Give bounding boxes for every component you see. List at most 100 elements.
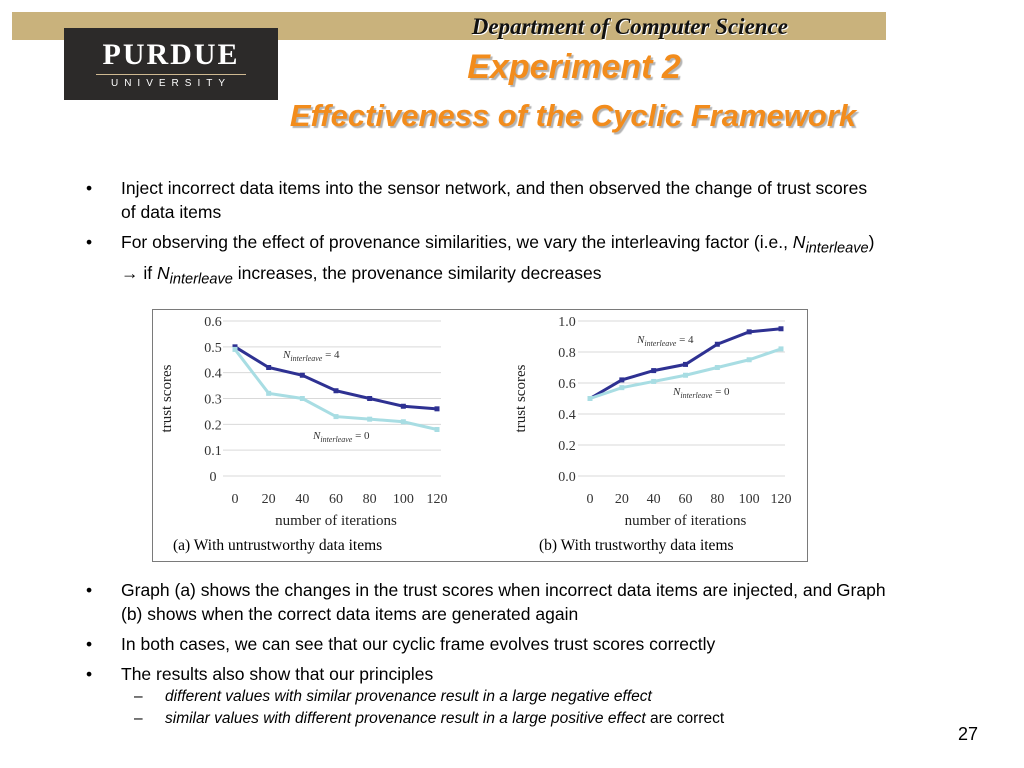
data-point (714, 341, 720, 347)
bullet-dot: • (86, 232, 93, 252)
data-point (400, 419, 406, 425)
chart-a: 0 0.1 0.2 0.3 0.4 0.5 0.6 0 20 40 60 80 100 120 number… (159, 315, 448, 529)
results-figure: 0 0.1 0.2 0.3 0.4 0.5 0.6 0 20 40 60 80 100 120 number… (152, 309, 808, 562)
department-title: Department of Computer Science (471, 14, 788, 39)
y-tick-label: 0.6 (558, 377, 576, 392)
data-point (299, 396, 305, 401)
x-tick-label: 20 (615, 492, 629, 507)
n-symbol: N (792, 232, 806, 252)
x-tick-label: 60 (679, 492, 693, 507)
data-point (683, 372, 688, 378)
series-label: Ninterleave = 0 (312, 430, 370, 444)
slide-title: Experiment 2 (467, 48, 681, 86)
x-tick-label: 40 (295, 492, 309, 507)
bullet-item: • For observing the effect of provenance… (86, 232, 875, 287)
data-point (746, 357, 752, 363)
y-axis-label: trust scores (159, 364, 175, 432)
x-tick-label: 100 (393, 492, 414, 507)
data-point (266, 365, 272, 370)
x-tick-label: 100 (739, 492, 760, 507)
sub-bullet-italic: similar values with different provenance… (165, 710, 646, 727)
x-axis-label: number of iterations (275, 513, 397, 529)
data-point (778, 346, 784, 352)
x-tick-label: 0 (587, 492, 594, 507)
data-point (333, 414, 339, 420)
sub-bullet-tail: are correct (645, 710, 725, 727)
y-tick-label: 0.5 (204, 341, 222, 356)
logo-subtitle: UNIVERSITY (110, 78, 231, 89)
line-charts: 0 0.1 0.2 0.3 0.4 0.5 0.6 0 20 40 60 80 100 120 number… (159, 315, 792, 529)
bullet-item: • Inject incorrect data items into the s… (86, 176, 876, 224)
chart-b: 0.0 0.2 0.4 0.6 0.8 1.0 0 20 40 60 80 100 120 number … (513, 315, 792, 529)
data-point (434, 427, 440, 432)
slide-subtitle: Effectiveness of the Cyclic Framework (289, 98, 857, 133)
x-tick-label: 40 (647, 492, 661, 507)
bullet-text: Graph (a) shows the changes in the trust… (121, 580, 886, 624)
n-symbol: N (156, 262, 170, 283)
series-label: Ninterleave = 4 (282, 349, 340, 363)
data-point (778, 326, 784, 332)
y-tick-label: 0.4 (204, 367, 222, 382)
data-point (587, 396, 593, 401)
x-tick-label: 120 (427, 492, 448, 507)
chart-a-caption: (a) With untrustworthy data items (173, 537, 383, 554)
bullet-item: • In both cases, we can see that our cyc… (86, 632, 906, 656)
data-point (232, 344, 238, 350)
y-tick-label: 0.2 (558, 439, 576, 454)
logo-name: PURDUE (102, 38, 240, 71)
y-tick-label: 0.6 (204, 315, 222, 330)
data-point (619, 385, 625, 391)
page-number: 27 (958, 724, 979, 744)
bullet-item: • Graph (a) shows the changes in the tru… (86, 578, 906, 626)
x-axis-label: number of iterations (625, 513, 747, 529)
y-tick-label: 0 (210, 470, 217, 485)
sub-bullet-item: – similar values with different provenan… (86, 708, 906, 730)
top-bullet-list: • Inject incorrect data items into the s… (86, 176, 876, 297)
series-label: Ninterleave = 0 (672, 386, 730, 400)
x-tick-label: 120 (771, 492, 792, 507)
bullet-text: For observing the effect of provenance s… (121, 232, 793, 252)
bullet-text: In both cases, we can see that our cycli… (121, 634, 716, 654)
sub-bullet-dash: – (134, 710, 143, 727)
data-point (266, 390, 272, 396)
purdue-logo: PURDUE UNIVERSITY (64, 28, 278, 100)
data-point (367, 416, 373, 422)
chart-b-caption: (b) With trustworthy data items (539, 537, 734, 554)
data-point (619, 377, 625, 383)
y-axis-label: trust scores (513, 364, 529, 432)
data-point (400, 403, 406, 409)
y-tick-label: 0.1 (204, 444, 222, 459)
series-label: Ninterleave = 4 (636, 334, 694, 348)
arrow-glyph: → (121, 262, 139, 283)
data-point (333, 388, 339, 394)
y-tick-label: 0.2 (204, 418, 222, 433)
logo-divider (96, 74, 246, 75)
y-tick-label: 0.4 (558, 408, 576, 423)
sub-bullet-italic: different values with similar provenance… (165, 688, 652, 705)
data-point (367, 396, 373, 401)
n-subscript: interleave (805, 240, 869, 257)
x-tick-label: 0 (232, 492, 239, 507)
x-tick-label: 20 (262, 492, 276, 507)
x-tick-label: 80 (363, 492, 377, 507)
y-tick-label: 0.3 (204, 393, 222, 408)
y-tick-label: 1.0 (558, 315, 576, 330)
data-point (232, 346, 238, 352)
bullet-text: Inject incorrect data items into the sen… (121, 178, 868, 222)
x-tick-label: 60 (329, 492, 343, 507)
data-point (746, 329, 752, 335)
bullet-item: • The results also show that our princip… (86, 662, 906, 686)
data-point (683, 361, 688, 367)
data-point (651, 378, 657, 384)
bullet-dot: • (86, 634, 93, 654)
bullet-dot: • (86, 580, 93, 600)
bullet-dot: • (86, 664, 93, 684)
sub-bullet-item: – different values with similar provenan… (86, 686, 906, 708)
bullet-text-after: increases, the provenance similarity dec… (232, 262, 602, 283)
bullet-text-if: if (138, 262, 157, 283)
x-tick-label: 80 (710, 492, 724, 507)
y-tick-label: 0.8 (558, 346, 576, 361)
data-point (299, 372, 305, 378)
bullet-dot: • (86, 178, 93, 198)
sub-bullet-dash: – (134, 688, 143, 705)
